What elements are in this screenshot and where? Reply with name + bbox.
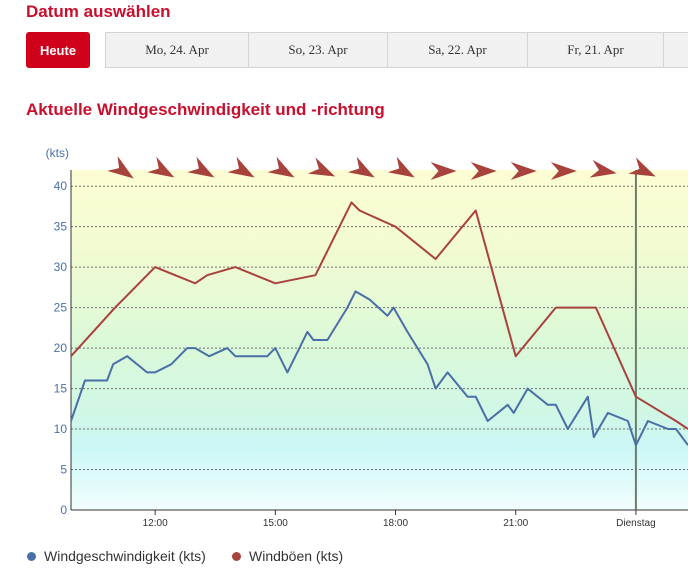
wind-direction-arrow bbox=[307, 157, 336, 177]
page-title: Datum auswählen bbox=[26, 2, 171, 21]
legend-label-gust: Windböen (kts) bbox=[249, 548, 344, 564]
wind-direction-arrow bbox=[430, 162, 457, 180]
date-tab-mon[interactable]: Mo, 24. Apr bbox=[106, 33, 249, 67]
wind-speed-line[interactable] bbox=[70, 290, 688, 447]
y-tick-label: 25 bbox=[54, 301, 68, 315]
wind-direction-arrow bbox=[470, 162, 497, 180]
date-tab-more[interactable] bbox=[664, 33, 688, 67]
plot-background bbox=[71, 170, 688, 510]
legend-item-wind[interactable]: Windgeschwindigkeit (kts) bbox=[27, 548, 206, 564]
chart-title: Aktuelle Windgeschwindigkeit und -richtu… bbox=[26, 100, 385, 119]
today-button[interactable]: Heute bbox=[26, 32, 90, 68]
x-tick-label: 21:00 bbox=[503, 518, 528, 529]
wind-direction-arrow bbox=[387, 156, 415, 178]
wind-gust-line[interactable] bbox=[70, 201, 688, 430]
legend-dot-gust bbox=[232, 551, 241, 561]
wind-chart: 0 5 10 15 20 25 30 35 40 12:00 15:00 18:00 21:00 Die… bbox=[46, 146, 688, 529]
legend-item-gust[interactable]: Windböen (kts) bbox=[232, 548, 343, 564]
wind-direction-arrow bbox=[187, 156, 215, 178]
x-tick-label: 15:00 bbox=[263, 518, 288, 529]
wind-direction-arrow bbox=[347, 156, 375, 178]
date-tab-sun[interactable]: So, 23. Apr bbox=[249, 33, 388, 67]
y-tick-label: 35 bbox=[54, 220, 68, 234]
x-tick-label: 18:00 bbox=[383, 518, 408, 529]
y-axis-label: (kts) bbox=[46, 146, 69, 160]
wind-direction-arrow bbox=[267, 156, 295, 178]
legend-dot-wind bbox=[27, 551, 36, 561]
date-tab-fri[interactable]: Fr, 21. Apr bbox=[528, 33, 664, 67]
date-selector: Heute Mo, 24. Apr So, 23. Apr Sa, 22. Ap… bbox=[26, 32, 688, 68]
y-tick-label: 30 bbox=[54, 260, 68, 274]
y-tick-label: 10 bbox=[54, 422, 68, 436]
wind-direction-arrow bbox=[589, 159, 617, 178]
wind-direction-arrow bbox=[107, 156, 134, 179]
y-tick-label: 40 bbox=[54, 179, 68, 193]
x-tick-label: Dienstag bbox=[616, 518, 655, 529]
y-tick-label: 0 bbox=[60, 503, 67, 517]
wind-direction-arrow bbox=[550, 162, 577, 180]
date-tabs: Mo, 24. Apr So, 23. Apr Sa, 22. Apr Fr, … bbox=[105, 32, 688, 68]
x-tick-label: 12:00 bbox=[143, 518, 168, 529]
wind-direction-arrow bbox=[628, 157, 656, 177]
wind-direction-arrow bbox=[147, 156, 175, 178]
legend-label-wind: Windgeschwindigkeit (kts) bbox=[44, 548, 206, 564]
wind-direction-arrow bbox=[227, 156, 255, 178]
y-tick-label: 15 bbox=[54, 382, 68, 396]
wind-direction-arrow bbox=[510, 162, 537, 180]
date-tab-sat[interactable]: Sa, 22. Apr bbox=[388, 33, 528, 67]
y-tick-label: 5 bbox=[60, 463, 67, 477]
y-tick-label: 20 bbox=[54, 341, 68, 355]
